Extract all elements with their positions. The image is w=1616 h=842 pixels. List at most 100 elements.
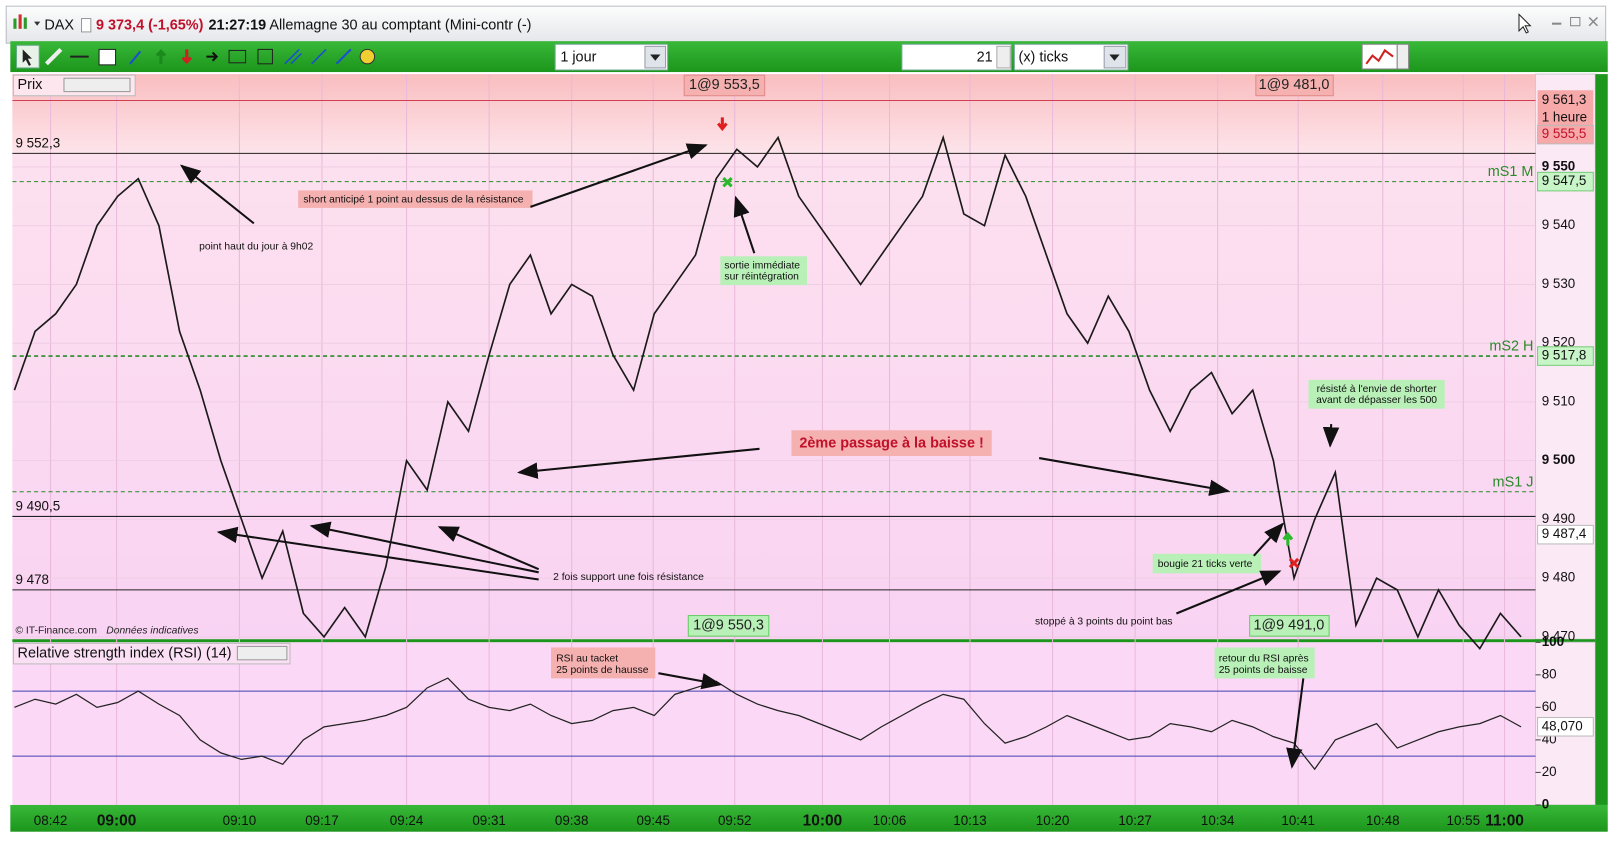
sell-order-tag <box>683 74 766 97</box>
chart-style-button[interactable] <box>1361 43 1398 70</box>
rsi-tick-label: 0 <box>1542 796 1549 811</box>
note-box <box>298 190 533 208</box>
clock: 21:27:19 <box>208 18 266 34</box>
y-tick-label: 9 520 <box>1542 335 1576 350</box>
panel-header <box>12 642 291 665</box>
time-label: 10:41 <box>1281 813 1315 828</box>
icon <box>81 18 92 33</box>
pivot-name: mS1 J <box>1493 474 1534 490</box>
minimize-button[interactable] <box>1552 22 1562 25</box>
time-label: 10:00 <box>803 813 843 830</box>
level-label: 9 490,5 <box>15 499 60 514</box>
buy-order-tag <box>687 615 770 637</box>
value-tag-label: 9 561,3 <box>1542 92 1587 107</box>
order-label: 1@9 491,0 <box>1253 618 1324 634</box>
rsi-tick-label: 60 <box>1542 699 1557 714</box>
level-label: 9 552,3 <box>15 136 60 151</box>
period-value: 1 jour <box>560 49 596 65</box>
tool-alert[interactable] <box>359 48 376 65</box>
time-label: 10:55 <box>1447 813 1481 828</box>
arrow <box>180 164 255 225</box>
note: 2 fois support une fois résistance <box>553 572 704 583</box>
note-box <box>551 647 656 679</box>
ticks-count: 21 <box>977 49 993 65</box>
note-box <box>720 256 807 286</box>
time-label: 09:24 <box>390 813 424 828</box>
tool-channel[interactable] <box>284 48 302 65</box>
time-label: 10:48 <box>1366 813 1400 828</box>
tool-fib[interactable] <box>257 48 273 65</box>
note-box <box>791 430 992 456</box>
dropdown-button[interactable] <box>1396 43 1410 70</box>
rsi-tick-label: 100 <box>1542 634 1564 649</box>
tool-rect[interactable] <box>228 49 247 64</box>
spinner[interactable] <box>996 45 1011 69</box>
series-line <box>13 134 1522 651</box>
close-button[interactable] <box>1588 16 1598 27</box>
tool-buy[interactable] <box>155 49 167 64</box>
time-label: 11:00 <box>1485 813 1524 830</box>
note: 2ème passage à la baisse ! <box>799 435 983 451</box>
arrow <box>1253 522 1285 557</box>
tool-text[interactable] <box>98 48 117 66</box>
note-box <box>1308 379 1445 409</box>
separator <box>12 639 1596 643</box>
time-label: 10:34 <box>1201 813 1235 828</box>
value-tag <box>1537 524 1594 545</box>
pivot-name: mS1 M <box>1488 164 1534 180</box>
rsi-tick-label: 80 <box>1542 666 1557 681</box>
value-tag-label: 9 547,5 <box>1542 173 1587 188</box>
panel-label: Prix <box>18 77 44 93</box>
axes: 08:42 09:00 09:10 09:17 09:24 09:31 09:38 09:45… <box>15 90 1594 830</box>
value-tag-label: 9 555,5 <box>1542 126 1587 141</box>
value-tag <box>1537 171 1594 192</box>
arrow <box>1322 424 1340 448</box>
value-tag-label: 1 heure <box>1542 110 1587 125</box>
arrow <box>1038 457 1231 496</box>
time-label: 09:45 <box>636 813 670 828</box>
tool-exit[interactable] <box>206 51 219 62</box>
instrument-name: Allemagne 30 au comptant (Mini-contr (-) <box>269 18 531 34</box>
icon <box>18 14 22 29</box>
icon <box>1109 54 1120 61</box>
rsi-tick-label: 20 <box>1542 764 1557 779</box>
time-axis <box>10 804 1608 832</box>
restore-button[interactable] <box>1570 16 1581 27</box>
tool-ruler[interactable] <box>44 47 63 66</box>
time-label: 10:13 <box>953 813 987 828</box>
note: 25 points de hausse <box>556 665 649 676</box>
tool-line[interactable] <box>129 50 142 65</box>
tool-ray[interactable] <box>335 48 352 65</box>
time-label: 09:31 <box>472 813 506 828</box>
arrow <box>530 143 708 208</box>
icon <box>23 17 27 29</box>
note: avant de dépasser les 500 <box>1316 395 1437 406</box>
stop-icon <box>1288 557 1300 569</box>
panel-buttons[interactable] <box>63 77 131 93</box>
ticks-input[interactable] <box>901 43 1012 71</box>
y-tick-label: 9 490 <box>1542 511 1576 526</box>
value-tag <box>1537 90 1594 128</box>
time-label: 10:06 <box>873 813 907 828</box>
arrows <box>180 143 1340 769</box>
dropdown-icon[interactable] <box>34 21 41 26</box>
value-tag <box>1537 716 1594 737</box>
time-label: 09:52 <box>718 813 752 828</box>
value-tag-label: 9 487,4 <box>1542 526 1587 541</box>
y-tick-label: 9 510 <box>1542 393 1576 408</box>
exit-icon <box>722 176 733 188</box>
y-tick-label: 9 500 <box>1542 452 1576 467</box>
y-tick-label: 9 470 <box>1542 628 1576 643</box>
tool-sell[interactable] <box>181 49 193 64</box>
toolbar <box>10 41 1608 73</box>
plot <box>13 134 1522 771</box>
panel-label: Relative strength index (RSI) (14) <box>18 645 232 661</box>
note: bougie 21 ticks verte <box>1158 559 1253 570</box>
arrow <box>517 447 760 479</box>
panel-buttons[interactable] <box>236 645 288 661</box>
y-tick-label: 9 530 <box>1542 276 1576 291</box>
order-label: 1@9 550,3 <box>693 618 764 634</box>
tool-trend[interactable] <box>311 48 327 65</box>
time-label: 10:27 <box>1118 813 1152 828</box>
